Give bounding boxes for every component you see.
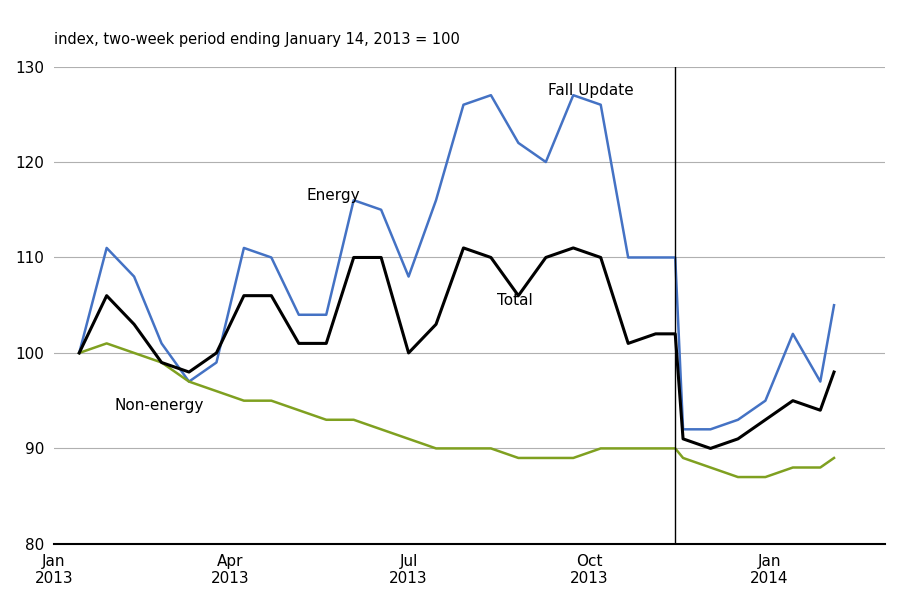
- Text: Non-energy: Non-energy: [114, 398, 204, 413]
- Text: Energy: Energy: [307, 188, 360, 203]
- Text: Fall Update: Fall Update: [548, 83, 634, 98]
- Text: Total: Total: [497, 293, 533, 308]
- Text: index, two-week period ending January 14, 2013 = 100: index, two-week period ending January 14…: [54, 32, 460, 47]
